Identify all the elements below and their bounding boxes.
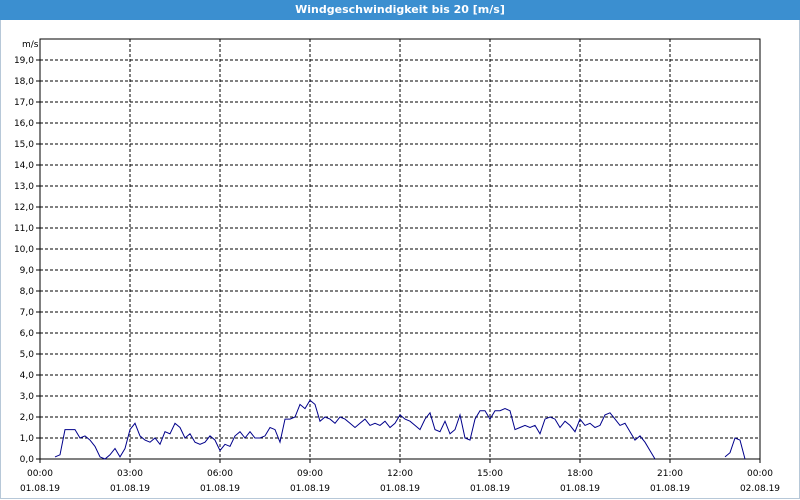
- x-tick-date-label: 01.08.19: [200, 484, 240, 494]
- y-tick-label: 0,0: [20, 455, 35, 465]
- wind-speed-chart: m/s 0,0 1,0 2,0 3,0 4,0 5,0 6,0 7,0 8,0 9,0 10,0 11…: [14, 38, 780, 494]
- y-tick-label: 6,0: [20, 329, 35, 339]
- y-tick-label: 5,0: [20, 350, 35, 360]
- y-tick-label: 4,0: [20, 371, 35, 381]
- x-tick-date-label: 02.08.19: [740, 484, 780, 494]
- x-tick-time-label: 12:00: [387, 469, 413, 479]
- x-tick-date-label: 01.08.19: [380, 484, 420, 494]
- x-tick-time-label: 03:00: [117, 469, 143, 479]
- y-axis: 0,0 1,0 2,0 3,0 4,0 5,0 6,0 7,0 8,0 9,0 10,0 11,0 12…: [14, 56, 40, 465]
- x-tick-time-label: 00:00: [747, 469, 773, 479]
- window-title: Windgeschwindigkeit bis 20 [m/s]: [0, 0, 800, 20]
- x-tick-time-label: 18:00: [567, 469, 593, 479]
- y-tick-label: 12,0: [14, 203, 34, 213]
- y-tick-label: 17,0: [14, 98, 34, 108]
- y-tick-label: 10,0: [14, 245, 34, 255]
- y-tick-label: 14,0: [14, 161, 34, 171]
- x-tick-date-label: 01.08.19: [470, 484, 510, 494]
- x-tick-date-label: 01.08.19: [650, 484, 690, 494]
- y-tick-label: 3,0: [20, 392, 35, 402]
- y-tick-label: 18,0: [14, 77, 34, 87]
- x-tick-time-label: 09:00: [297, 469, 323, 479]
- y-tick-label: 15,0: [14, 140, 34, 150]
- y-tick-label: 9,0: [20, 266, 35, 276]
- series-line-segment: [724, 437, 746, 460]
- y-tick-label: 13,0: [14, 182, 34, 192]
- x-tick-date-label: 01.08.19: [560, 484, 600, 494]
- y-tick-label: 16,0: [14, 119, 34, 129]
- y-tick-label: 8,0: [20, 287, 35, 297]
- y-tick-label: 1,0: [20, 434, 35, 444]
- series-line-segment: [54, 399, 656, 460]
- series-wind-speed: [54, 399, 746, 460]
- x-tick-date-label: 01.08.19: [20, 484, 60, 494]
- x-tick-time-label: 06:00: [207, 469, 233, 479]
- vertical-gridlines: [129, 39, 671, 459]
- x-axis: 00:00 01.08.19 03:00 01.08.19 06:00 01.08.19 0…: [20, 459, 780, 494]
- x-tick-date-label: 01.08.19: [110, 484, 150, 494]
- y-tick-label: 11,0: [14, 224, 34, 234]
- y-tick-label: 7,0: [20, 308, 35, 318]
- y-axis-unit-label: m/s: [22, 40, 39, 50]
- x-tick-time-label: 21:00: [657, 469, 683, 479]
- y-axis-title: m/s: [22, 40, 39, 50]
- x-tick-time-label: 00:00: [27, 469, 53, 479]
- x-tick-date-label: 01.08.19: [290, 484, 330, 494]
- x-tick-time-label: 15:00: [477, 469, 503, 479]
- y-tick-label: 2,0: [20, 413, 35, 423]
- y-tick-label: 19,0: [14, 56, 34, 66]
